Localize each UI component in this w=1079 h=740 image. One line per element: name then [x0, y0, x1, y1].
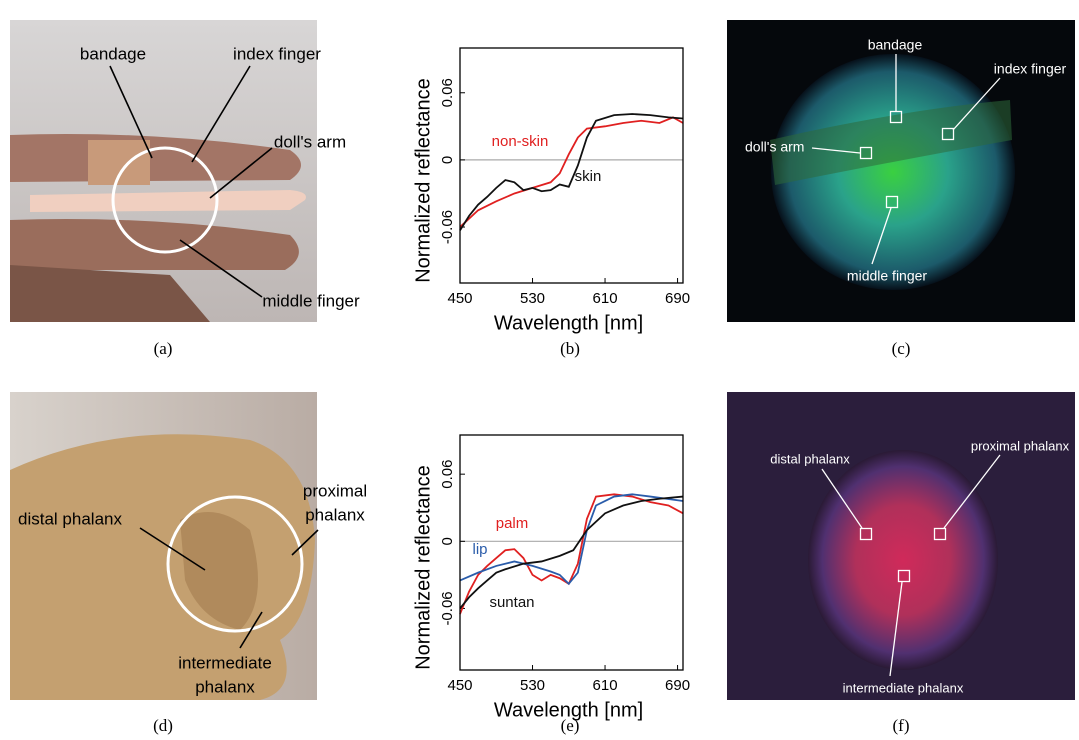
y-tick-label: 0.06 — [439, 460, 456, 489]
x-axis-label: Wavelength [nm] — [494, 312, 643, 334]
series-label: palm — [496, 515, 529, 532]
photo-a — [10, 20, 317, 322]
x-axis-label: Wavelength [nm] — [494, 699, 643, 721]
x-tick-label: 450 — [447, 290, 472, 307]
y-tick-label: -0.06 — [439, 591, 456, 625]
annotation: proximal — [303, 481, 367, 500]
x-tick-label: 530 — [520, 677, 545, 694]
series-label: non-skin — [492, 133, 549, 150]
plot-frame — [460, 435, 683, 670]
caption: (f) — [893, 716, 910, 735]
annotation: middle finger — [262, 291, 360, 310]
caption: (d) — [153, 716, 173, 735]
series-line — [460, 494, 683, 584]
x-tick-label: 690 — [665, 677, 690, 694]
annotation: index finger — [233, 44, 321, 63]
annotation: distal phalanx — [770, 451, 850, 466]
x-tick-label: 530 — [520, 290, 545, 307]
series-label: suntan — [489, 594, 534, 611]
annotation: intermediate — [178, 653, 272, 672]
y-axis-label: Normalized reflectance — [412, 465, 434, 670]
annotation: bandage — [868, 37, 923, 53]
annotation: doll's arm — [745, 139, 804, 155]
annotation: middle finger — [847, 268, 927, 284]
annotation: index finger — [994, 61, 1067, 77]
y-tick-label: 0 — [439, 156, 456, 164]
annotation: doll's arm — [274, 132, 346, 151]
x-tick-label: 610 — [593, 677, 618, 694]
y-tick-label: -0.06 — [439, 210, 456, 244]
y-tick-label: 0 — [439, 537, 456, 545]
caption: (c) — [892, 339, 911, 358]
annotation: phalanx — [305, 505, 365, 524]
x-tick-label: 450 — [447, 677, 472, 694]
x-tick-label: 610 — [593, 290, 618, 307]
annotation: phalanx — [195, 677, 255, 696]
figure: (b) (e) bandageindex fingerdoll's armmid… — [0, 0, 1079, 740]
series-line — [460, 114, 683, 230]
y-axis-label: Normalized reflectance — [412, 78, 434, 283]
caption: (a) — [154, 339, 173, 358]
annotation: distal phalanx — [18, 509, 122, 528]
caption: (b) — [560, 339, 580, 358]
annotation: bandage — [80, 44, 146, 63]
series-line — [460, 497, 683, 609]
annotation: proximal phalanx — [971, 438, 1070, 453]
annotation: intermediate phalanx — [843, 680, 964, 695]
chart: -0.06 0 0.06 450 530 610 690 non-skin skin Wavele… — [412, 48, 690, 334]
series-label: skin — [575, 168, 602, 185]
x-tick-label: 690 — [665, 290, 690, 307]
series-label: lip — [472, 541, 487, 558]
y-tick-label: 0.06 — [439, 78, 456, 107]
plot-frame — [460, 48, 683, 283]
